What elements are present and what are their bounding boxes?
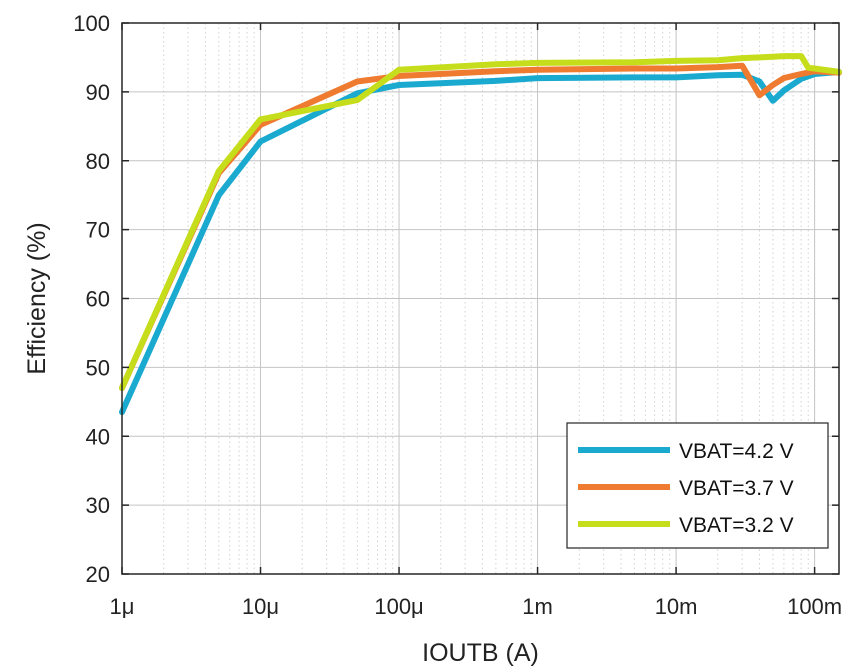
y-axis-label: Efficiency (%) <box>23 222 51 374</box>
series-line-3 <box>119 53 842 391</box>
y-tick-label: 50 <box>86 355 110 380</box>
y-tick-label: 40 <box>86 424 110 449</box>
x-tick-label: 1m <box>522 594 553 619</box>
y-tick-label: 70 <box>86 218 110 243</box>
y-tick-label: 30 <box>86 493 110 518</box>
legend: VBAT=4.2 V VBAT=3.7 V VBAT=3.2 V <box>566 422 829 549</box>
legend-label-3: VBAT=3.2 V <box>679 514 794 537</box>
x-tick-label: 10μ <box>242 594 279 619</box>
y-tick-label: 100 <box>73 11 110 36</box>
x-tick-label: 100μ <box>374 594 423 619</box>
x-tick-label: 1μ <box>110 594 135 619</box>
y-tick-label: 80 <box>86 149 110 174</box>
y-tick-label: 90 <box>86 80 110 105</box>
legend-label-2: VBAT=3.7 V <box>679 477 794 500</box>
x-tick-label: 10m <box>655 594 698 619</box>
y-tick-label: 20 <box>86 562 110 587</box>
series-lines <box>119 53 842 416</box>
axis-ticks: 1μ 10μ 100μ 1m 10m 100m 20 30 40 50 60 70 80 90 100 <box>73 11 842 619</box>
legend-label-1: VBAT=4.2 V <box>679 440 794 463</box>
y-tick-label: 60 <box>86 287 110 312</box>
x-axis-label: IOUTB (A) <box>422 639 539 667</box>
series-line-2 <box>119 62 842 391</box>
x-tick-label: 100m <box>787 594 842 619</box>
